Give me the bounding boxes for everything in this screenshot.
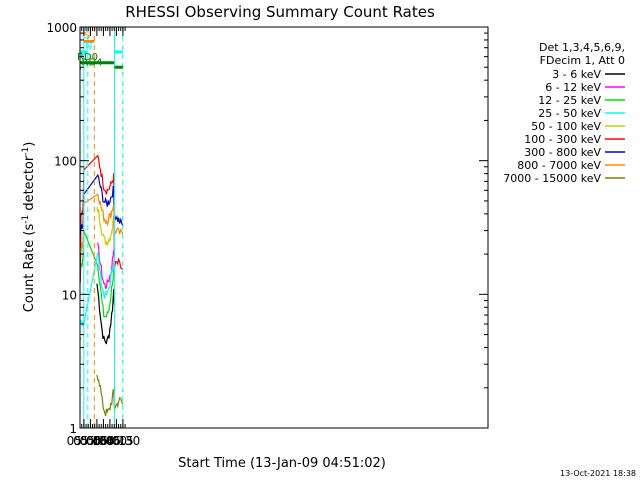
x-tick-label: 05:30 [80,434,115,448]
legend-label-2: 6 - 12 keV [545,81,601,94]
plot-frame [79,26,489,429]
x-tick-label: 05:15 [73,434,108,448]
flag-label-rd4: RD4 [82,57,103,68]
y-tick-label: 1000 [46,21,77,35]
y-tick-label: 1 [69,422,77,436]
flag-label-n: N [85,41,92,52]
legend-label-8: 800 - 7000 keV [517,159,601,172]
legend-header-line-1: Det 1,3,4,5,6,9, [539,41,625,54]
legend-label-3: 12 - 25 keV [538,94,601,107]
x-tick-label: 06:15 [99,434,134,448]
y-tick-label: 10 [62,288,77,302]
legend-label-6: 100 - 300 keV [524,133,601,146]
legend-label-1: 3 - 6 keV [552,68,601,81]
x-tick-label: 06:30 [106,434,141,448]
series-line-1 [96,283,116,345]
legend-label-4: 25 - 50 keV [538,107,601,120]
series-line-9 [96,374,124,417]
x-tick-label: 05:00 [67,434,102,448]
x-tick-label: 05:45 [86,434,121,448]
legend: Det 1,3,4,5,6,9, FDecim 1, Att 0 3 - 6 k… [503,41,625,185]
legend-label-5: 50 - 100 keV [531,120,601,133]
flag-label-s: S [84,30,90,41]
legend-header-line-2: FDecim 1, Att 0 [540,54,625,67]
series-line-5 [79,206,115,341]
series-line-2 [96,242,116,290]
flag-label-rd0: RD0 [77,52,98,63]
y-tick-label: 100 [54,155,77,169]
legend-label-7: 300 - 800 keV [524,146,601,159]
chart-title: RHESSI Observing Summary Count Rates [125,3,435,21]
x-tick-label: 06:00 [93,434,128,448]
series-line-8 [79,193,124,255]
y-axis-label: Count Rate (s-1 detector-1) [21,142,37,313]
legend-label-9: 7000 - 15000 keV [503,172,601,185]
plot-timestamp: 13-Oct-2021 18:38 [560,469,636,478]
x-axis-label: Start Time (13-Jan-09 04:51:02) [178,456,386,471]
